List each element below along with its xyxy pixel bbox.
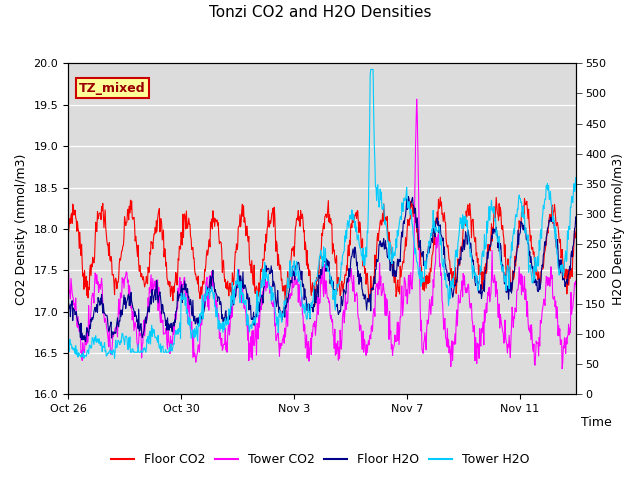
Tower H2O: [64, 345, 72, 350]
Line: Floor H2O: Floor H2O: [68, 197, 576, 342]
Floor CO2: [311, 302, 319, 308]
Floor H2O: [64, 308, 72, 313]
Floor CO2: [64, 219, 72, 225]
Floor CO2: [476, 271, 484, 277]
Line: Tower H2O: Tower H2O: [68, 70, 576, 358]
Tower CO2: [83, 342, 90, 348]
Floor H2O: [353, 263, 360, 269]
Floor CO2: [184, 226, 191, 231]
Tower CO2: [184, 319, 191, 325]
Floor CO2: [276, 262, 284, 268]
Tower H2O: [572, 189, 580, 194]
Tower CO2: [572, 284, 580, 290]
Y-axis label: H2O Density (mmol/m3): H2O Density (mmol/m3): [612, 153, 625, 305]
Tower H2O: [80, 355, 88, 361]
Floor H2O: [476, 288, 484, 294]
Tower H2O: [476, 275, 484, 280]
Tower H2O: [250, 320, 257, 326]
Floor H2O: [404, 194, 412, 200]
Floor CO2: [249, 280, 257, 286]
Text: Tonzi CO2 and H2O Densities: Tonzi CO2 and H2O Densities: [209, 5, 431, 20]
Legend: Floor CO2, Tower CO2, Floor H2O, Tower H2O: Floor CO2, Tower CO2, Floor H2O, Tower H…: [106, 448, 534, 471]
Tower CO2: [249, 327, 257, 333]
Floor H2O: [250, 309, 257, 315]
Tower H2O: [353, 224, 360, 230]
Tower CO2: [64, 277, 72, 283]
Text: TZ_mixed: TZ_mixed: [79, 82, 146, 95]
Floor CO2: [353, 216, 360, 221]
Tower CO2: [476, 356, 483, 361]
Floor CO2: [572, 225, 580, 231]
Tower H2O: [367, 67, 374, 72]
X-axis label: Time: Time: [581, 416, 612, 429]
Floor CO2: [83, 274, 90, 279]
Tower CO2: [413, 96, 420, 102]
Floor CO2: [436, 194, 444, 200]
Floor H2O: [276, 308, 284, 314]
Tower CO2: [558, 366, 566, 372]
Tower CO2: [352, 293, 360, 299]
Tower H2O: [276, 309, 284, 314]
Line: Floor CO2: Floor CO2: [68, 197, 576, 305]
Tower CO2: [276, 340, 284, 346]
Floor H2O: [83, 325, 91, 331]
Floor H2O: [184, 295, 192, 300]
Floor H2O: [82, 339, 90, 345]
Tower H2O: [83, 349, 91, 355]
Floor H2O: [572, 220, 580, 226]
Line: Tower CO2: Tower CO2: [68, 99, 576, 369]
Y-axis label: CO2 Density (mmol/m3): CO2 Density (mmol/m3): [15, 153, 28, 305]
Tower H2O: [184, 321, 192, 327]
